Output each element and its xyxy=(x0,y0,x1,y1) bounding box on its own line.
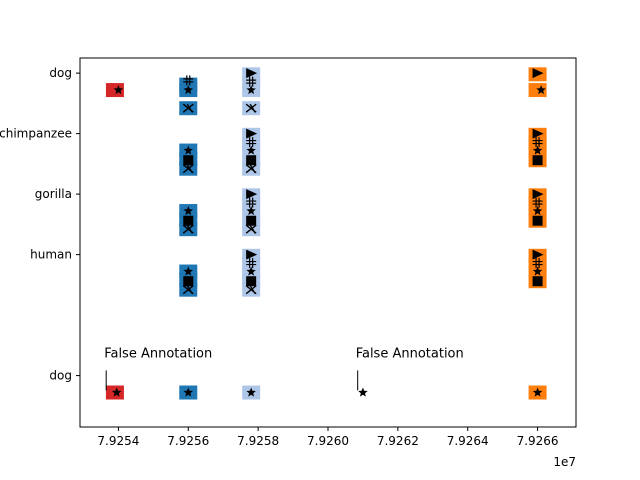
feature-box xyxy=(528,83,547,98)
marker-star xyxy=(183,266,193,276)
marker-square xyxy=(532,155,543,166)
marker-star xyxy=(536,85,546,95)
marker-star xyxy=(246,387,256,397)
marker-triangle xyxy=(246,249,258,260)
marker-star xyxy=(111,387,122,397)
marker-star xyxy=(532,387,543,397)
marker-square xyxy=(246,276,257,287)
marker-star xyxy=(532,145,543,155)
annotation-layer: False Annotation False Annotation xyxy=(104,346,464,391)
marker-triangle xyxy=(532,189,544,200)
x-tick-label: 7.9256 xyxy=(167,434,209,448)
marker-triangle xyxy=(532,128,544,139)
annotation-label: False Annotation xyxy=(356,346,464,361)
x-tick-label: 7.9254 xyxy=(97,434,139,448)
marker-star xyxy=(358,387,368,397)
marker-triangle xyxy=(246,128,258,139)
x-tick-label: 7.9264 xyxy=(447,434,489,448)
marker-star xyxy=(532,266,543,276)
marker-hash xyxy=(183,75,194,86)
marker-star xyxy=(532,206,543,216)
x-tick-label: 7.9258 xyxy=(237,434,279,448)
marker-hash xyxy=(246,76,257,87)
marks-layer xyxy=(105,67,547,400)
marker-triangle xyxy=(246,68,258,79)
x-tick-label: 7.9262 xyxy=(377,434,419,448)
marker-square xyxy=(183,155,194,166)
marker-square xyxy=(532,215,543,226)
y-tick-label: dog xyxy=(49,66,72,80)
marker-star xyxy=(246,85,256,95)
marker-triangle xyxy=(532,68,544,79)
marker-star xyxy=(246,145,256,155)
marker-hash xyxy=(246,197,257,208)
y-tick-label: dog xyxy=(49,369,72,383)
marker-triangle xyxy=(532,249,544,260)
marker-star xyxy=(183,387,193,397)
marker-star xyxy=(113,85,124,95)
x-axis-offset-label: 1e7 xyxy=(553,455,576,469)
marker-x xyxy=(182,224,194,234)
marker-x xyxy=(182,164,194,174)
marker-hash xyxy=(532,197,543,208)
y-tick-label: gorilla xyxy=(35,187,72,201)
marker-star xyxy=(246,266,256,276)
marker-hash xyxy=(246,137,257,148)
feature-box xyxy=(105,83,124,98)
y-tick-label: chimpanzee xyxy=(0,127,72,141)
marker-x xyxy=(245,285,257,295)
marker-star xyxy=(183,145,193,155)
x-axis: 7.9254 7.9256 7.9258 7.9260 7.9262 7.9264 7.92… xyxy=(97,427,559,448)
marker-triangle xyxy=(246,189,258,200)
annotation-label: False Annotation xyxy=(104,346,212,361)
marker-x xyxy=(245,164,257,174)
marker-hash xyxy=(532,137,543,148)
marker-x xyxy=(182,103,194,113)
marker-x xyxy=(182,285,194,295)
marker-square xyxy=(532,276,543,287)
y-axis: dog chimpanzee gorilla human dog xyxy=(0,66,80,383)
marker-square xyxy=(246,155,257,166)
marker-hash xyxy=(246,258,257,269)
marker-star xyxy=(246,206,256,216)
marker-square xyxy=(183,215,194,226)
marker-hash xyxy=(532,258,543,269)
x-tick-label: 7.9266 xyxy=(517,434,559,448)
marker-x xyxy=(245,103,257,113)
marker-square xyxy=(246,215,257,226)
marker-x xyxy=(245,224,257,234)
marker-star xyxy=(183,206,193,216)
marker-square xyxy=(183,276,194,287)
marker-star xyxy=(183,85,193,95)
x-tick-label: 7.9260 xyxy=(307,434,349,448)
y-tick-label: human xyxy=(30,248,72,262)
